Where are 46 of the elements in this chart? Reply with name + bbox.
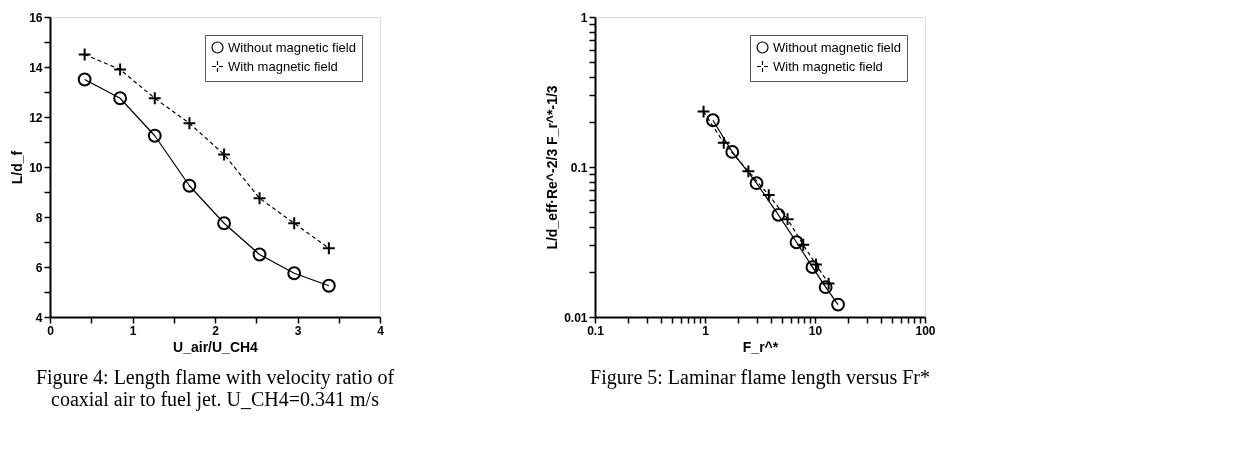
y-tick-label: 10 bbox=[29, 160, 43, 175]
x-tick-label: 1 bbox=[702, 323, 710, 338]
x-tick-label: 10 bbox=[808, 323, 823, 338]
x-tick-label: 100 bbox=[915, 323, 936, 338]
point bbox=[252, 247, 267, 262]
point bbox=[182, 178, 197, 193]
legend-label: With magnetic field bbox=[228, 58, 338, 74]
point bbox=[321, 241, 336, 256]
text: coaxial air to fuel jet. U_CH4=0.341 m/s bbox=[51, 388, 380, 411]
caption: Figure 5: Laminar flame length versus Fr* bbox=[590, 366, 930, 389]
y-tick-label: 16 bbox=[29, 10, 43, 25]
y-axis-title: L/d_eff·Re^-2/3 F_r^*-1/3 bbox=[544, 85, 561, 250]
point bbox=[147, 91, 162, 106]
y-tick-label: 0.1 bbox=[570, 160, 588, 175]
y-tick-label: 12 bbox=[29, 110, 43, 125]
y-tick-label: 8 bbox=[35, 210, 43, 225]
legend-label: Without magnetic field bbox=[228, 39, 356, 55]
point bbox=[113, 62, 128, 77]
point bbox=[77, 72, 92, 87]
point bbox=[252, 191, 267, 206]
x-tick-label: 4 bbox=[377, 323, 385, 338]
point bbox=[217, 147, 231, 162]
point bbox=[217, 216, 231, 231]
y-axis-title: L/d_f bbox=[9, 150, 26, 185]
x-tick-label: 0.1 bbox=[587, 323, 605, 338]
point bbox=[287, 266, 302, 281]
point bbox=[182, 116, 197, 131]
legend-label: With magnetic field bbox=[773, 58, 883, 74]
x-axis-title: U_air/U_CH4 bbox=[173, 338, 259, 355]
y-tick-label: 4 bbox=[35, 310, 43, 325]
point bbox=[147, 128, 162, 143]
y-tick-label: 1 bbox=[580, 10, 588, 25]
point bbox=[77, 47, 92, 62]
point bbox=[321, 278, 336, 293]
x-tick-label: 3 bbox=[294, 323, 302, 338]
y-tick-label: 14 bbox=[29, 60, 43, 75]
legend-label: Without magnetic field bbox=[773, 39, 901, 55]
point bbox=[287, 216, 302, 231]
y-tick-label: 6 bbox=[35, 260, 43, 275]
y-tick-label: 0.01 bbox=[564, 310, 588, 325]
x-tick-label: 2 bbox=[212, 323, 220, 338]
x-tick-label: 1 bbox=[129, 323, 137, 338]
x-tick-label: 0 bbox=[47, 323, 55, 338]
point bbox=[113, 91, 128, 106]
caption: Figure 4: Length flame with velocity ratio of bbox=[35, 366, 395, 389]
x-axis-title: F_r^* bbox=[742, 338, 779, 355]
